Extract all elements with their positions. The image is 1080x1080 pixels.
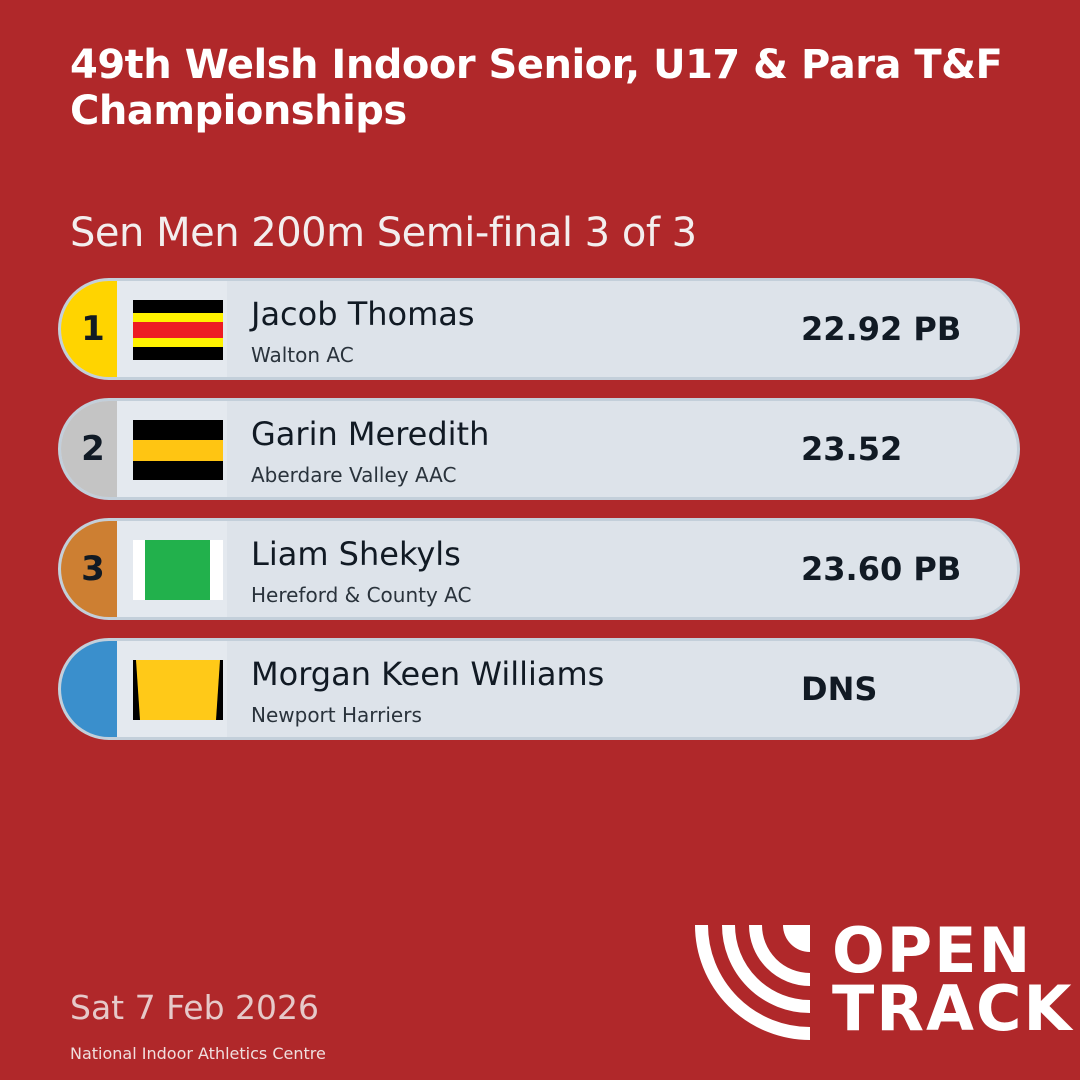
opentrack-logo-icon [695, 924, 811, 1040]
club-flag-icon [133, 300, 223, 360]
athlete-name: Morgan Keen Williams [251, 655, 605, 693]
club-name: Newport Harriers [251, 703, 422, 727]
championship-title: 49th Welsh Indoor Senior, U17 & Para T&F… [70, 42, 1003, 134]
event-title: Sen Men 200m Semi-final 3 of 3 [70, 210, 697, 256]
rank-badge [61, 641, 117, 737]
result-row: 1 Jacob Thomas Walton AC 22.92 PB [58, 278, 1020, 380]
result-row: 3 Liam Shekyls Hereford & County AC 23.6… [58, 518, 1020, 620]
result-time: 22.92 PB [801, 310, 962, 348]
logo-text: OPEN TRACK [832, 914, 1074, 1045]
club-flag-icon [133, 660, 223, 720]
club-name: Aberdare Valley AAC [251, 463, 457, 487]
rank-badge: 1 [61, 281, 117, 377]
athlete-name: Jacob Thomas [251, 295, 475, 333]
club-name: Hereford & County AC [251, 583, 472, 607]
athlete-name: Liam Shekyls [251, 535, 461, 573]
result-time: 23.60 PB [801, 550, 962, 588]
club-flag-icon [133, 540, 223, 600]
club-name: Walton AC [251, 343, 354, 367]
result-time: DNS [801, 670, 878, 708]
venue-name: National Indoor Athletics Centre [70, 1044, 326, 1063]
event-date: Sat 7 Feb 2026 [70, 988, 319, 1027]
club-flag-icon [133, 420, 223, 480]
result-row: Morgan Keen Williams Newport Harriers DN… [58, 638, 1020, 740]
athlete-name: Garin Meredith [251, 415, 490, 453]
result-row: 2 Garin Meredith Aberdare Valley AAC 23.… [58, 398, 1020, 500]
result-time: 23.52 [801, 430, 903, 468]
rank-badge: 3 [61, 521, 117, 617]
rank-badge: 2 [61, 401, 117, 497]
